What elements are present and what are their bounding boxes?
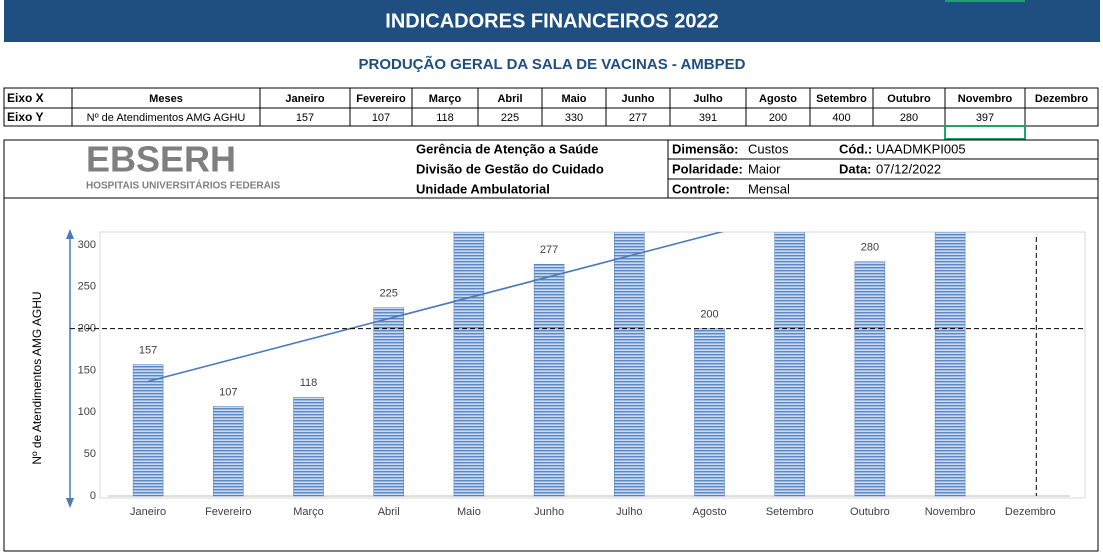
cell-text: 225 bbox=[501, 112, 519, 124]
data-label: 280 bbox=[861, 242, 879, 254]
cell-text: 157 bbox=[296, 112, 314, 124]
cell-text: Janeiro bbox=[285, 93, 324, 105]
arrow-head bbox=[66, 498, 74, 508]
cell-text: Dezembro bbox=[1035, 93, 1088, 105]
x-tick-label: Abril bbox=[378, 506, 400, 518]
plot-area bbox=[99, 231, 1086, 499]
data-label: 277 bbox=[540, 244, 558, 256]
info-label: Dimensão: bbox=[672, 141, 738, 156]
x-tick-label: Setembro bbox=[766, 506, 814, 518]
cell-text: Outubro bbox=[887, 93, 931, 105]
arrow-head bbox=[66, 229, 74, 239]
cell-selection bbox=[944, 125, 1026, 140]
cell-text: Meses bbox=[149, 93, 183, 105]
cell-text: 397 bbox=[976, 112, 994, 124]
x-tick-label: Março bbox=[293, 506, 324, 518]
y-tick-label: 100 bbox=[78, 406, 96, 418]
y-tick-label: 0 bbox=[90, 490, 96, 502]
cell-text: Fevereiro bbox=[356, 93, 406, 105]
info-value: 07/12/2022 bbox=[876, 161, 941, 176]
logo: EBSERH bbox=[86, 139, 236, 180]
x-tick-label: Outubro bbox=[850, 506, 890, 518]
cell-text: Novembro bbox=[958, 93, 1013, 105]
data-table: Eixo X Meses Janeiro Fevereiro Março Abril Mai… bbox=[3, 87, 1099, 127]
bar bbox=[774, 232, 805, 497]
x-tick-label: Janeiro bbox=[130, 506, 166, 518]
x-tick-label: Maio bbox=[457, 506, 481, 518]
data-label: 157 bbox=[139, 345, 157, 357]
x-tick-label: Novembro bbox=[925, 506, 976, 518]
info-label: Data: bbox=[839, 161, 872, 176]
cell-text: Nº de Atendimentos AMG AGHU bbox=[87, 112, 246, 124]
bar bbox=[694, 328, 725, 497]
cell-text: 400 bbox=[832, 112, 850, 124]
y-axis-label: Nº de Atendimentos AMG AGHU bbox=[30, 291, 44, 464]
bar bbox=[132, 364, 164, 497]
cell-text: Eixo X bbox=[7, 91, 44, 105]
x-tick-label: Junho bbox=[534, 506, 564, 518]
info-value: UAADMKPI005 bbox=[876, 141, 966, 156]
logo-tagline: HOSPITAIS UNIVERSITÁRIOS FEDERAIS bbox=[86, 179, 281, 192]
cell-text: 280 bbox=[900, 112, 918, 124]
cell-text: Julho bbox=[693, 93, 723, 105]
title: INDICADORES FINANCEIROS 2022 bbox=[385, 10, 718, 32]
cell-text: 277 bbox=[629, 112, 647, 124]
y-tick-label: 300 bbox=[78, 239, 96, 251]
cell-text: 200 bbox=[769, 112, 787, 124]
y-tick-label: 150 bbox=[78, 364, 96, 376]
info-label: Controle: bbox=[672, 181, 730, 196]
data-label: 107 bbox=[219, 386, 237, 398]
x-tick-label: Julho bbox=[616, 506, 642, 518]
x-tick-label: Agosto bbox=[692, 506, 726, 518]
panel bbox=[3, 139, 1099, 552]
trendline bbox=[147, 232, 725, 383]
cell-text: 118 bbox=[436, 112, 454, 124]
org-line: Gerência de Atenção a Saúde bbox=[416, 141, 598, 156]
cell-text: Maio bbox=[561, 93, 586, 105]
subtitle: PRODUÇÃO GERAL DA SALA DE VACINAS - AMBP… bbox=[359, 55, 746, 73]
info-value: Custos bbox=[748, 141, 789, 156]
data-label: 225 bbox=[380, 288, 398, 300]
bar bbox=[373, 307, 404, 497]
cell-text: 107 bbox=[372, 112, 390, 124]
bar bbox=[614, 232, 645, 497]
info-value: Maior bbox=[748, 161, 781, 176]
y-tick-label: 250 bbox=[78, 281, 96, 293]
cell-text: 330 bbox=[565, 112, 583, 124]
cell-text: Eixo Y bbox=[7, 110, 43, 124]
cell-text: Março bbox=[429, 93, 462, 105]
cell-text: Junho bbox=[622, 93, 655, 105]
bar bbox=[854, 261, 886, 497]
bar bbox=[533, 263, 565, 497]
data-label: 200 bbox=[700, 309, 718, 321]
cell-text: Agosto bbox=[759, 93, 797, 105]
bar bbox=[293, 397, 324, 497]
bar bbox=[213, 406, 244, 497]
bar bbox=[453, 232, 485, 497]
x-tick-label: Dezembro bbox=[1005, 506, 1056, 518]
cell-marker bbox=[945, 0, 1025, 2]
chart: 0 50 100 150 200 250 300 Janeiro 157 Fevereiro 107… bbox=[70, 232, 1085, 518]
cell-text: Abril bbox=[497, 93, 522, 105]
org-line: Divisão de Gestão do Cuidado bbox=[416, 161, 604, 176]
org-line: Unidade Ambulatorial bbox=[416, 181, 550, 196]
cell-text: 391 bbox=[699, 112, 717, 124]
bars bbox=[132, 232, 966, 497]
title-band bbox=[4, 0, 1100, 42]
info-value: Mensal bbox=[748, 181, 790, 196]
data-label: 118 bbox=[300, 377, 318, 389]
x-tick-label: Fevereiro bbox=[205, 506, 251, 518]
y-tick-label: 50 bbox=[84, 448, 96, 460]
cell-text: Setembro bbox=[816, 93, 867, 105]
bar bbox=[934, 232, 966, 497]
info-label: Polaridade: bbox=[672, 161, 743, 176]
info-label: Cód.: bbox=[839, 141, 872, 156]
table-cell bbox=[1024, 107, 1099, 127]
